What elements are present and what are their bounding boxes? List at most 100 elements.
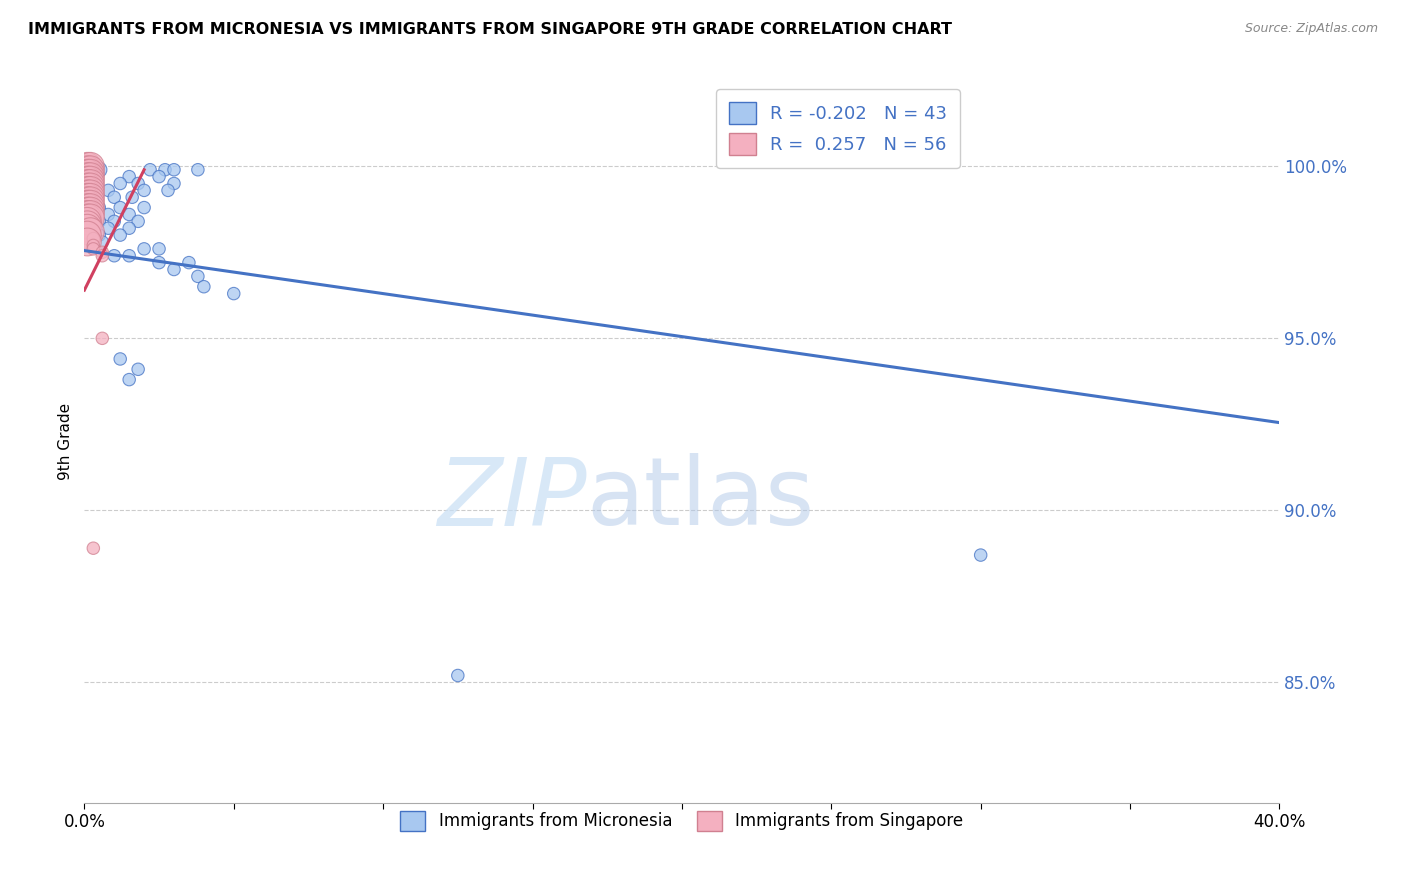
Point (118, 169, 141, 184)
Point (89, 162, 111, 177)
Point (86, 166, 108, 180)
Point (82, 169, 104, 184)
Point (79, 211, 101, 225)
Point (97, 221, 120, 235)
Point (89, 201, 111, 215)
Point (76, 214, 98, 228)
Point (79, 177, 101, 191)
Point (76, 204, 98, 219)
Point (89, 214, 111, 228)
Point (76, 162, 98, 177)
Point (163, 162, 186, 177)
Point (79, 183, 101, 197)
Point (110, 351, 132, 366)
Point (103, 214, 125, 228)
Point (91, 235, 114, 249)
Point (110, 177, 132, 191)
Point (82, 242, 104, 256)
Point (82, 166, 104, 180)
Point (76, 183, 98, 197)
Point (76, 159, 98, 173)
Point (79, 180, 101, 194)
Point (79, 207, 101, 221)
Point (118, 207, 141, 221)
Point (79, 173, 101, 187)
Point (82, 231, 104, 245)
Legend: Immigrants from Micronesia, Immigrants from Singapore: Immigrants from Micronesia, Immigrants f… (394, 805, 970, 838)
Point (76, 169, 98, 184)
Point (82, 183, 104, 197)
Point (118, 221, 141, 235)
Point (153, 162, 176, 177)
Point (148, 169, 170, 184)
Point (118, 373, 141, 387)
Point (132, 242, 156, 256)
Point (76, 211, 98, 225)
Point (157, 183, 180, 197)
Point (97, 207, 120, 221)
Point (76, 177, 98, 191)
Point (76, 228, 98, 243)
Point (79, 225, 101, 239)
Point (193, 279, 215, 293)
Point (148, 255, 170, 269)
Point (76, 190, 98, 204)
Point (97, 183, 120, 197)
Point (121, 190, 143, 204)
Y-axis label: 9th Grade: 9th Grade (58, 403, 73, 480)
Point (82, 159, 104, 173)
Point (127, 214, 149, 228)
Point (79, 159, 101, 173)
Point (76, 207, 98, 221)
Point (127, 362, 149, 376)
Point (82, 180, 104, 194)
Point (447, 668, 470, 682)
Point (127, 177, 149, 191)
Point (79, 204, 101, 219)
Point (76, 173, 98, 187)
Point (76, 180, 98, 194)
Point (132, 183, 156, 197)
Point (89, 228, 111, 243)
Point (103, 190, 125, 204)
Point (187, 269, 209, 284)
Point (110, 201, 132, 215)
Point (76, 194, 98, 208)
Point (82, 173, 104, 187)
Point (76, 201, 98, 215)
Point (76, 221, 98, 235)
Point (118, 249, 141, 263)
Point (79, 190, 101, 204)
Point (76, 235, 98, 249)
Point (79, 162, 101, 177)
Point (79, 201, 101, 215)
Point (163, 177, 186, 191)
Point (79, 186, 101, 201)
Point (76, 166, 98, 180)
Point (79, 194, 101, 208)
Point (139, 162, 162, 177)
Point (148, 242, 170, 256)
Point (163, 262, 186, 277)
Point (76, 197, 98, 211)
Point (86, 169, 108, 184)
Point (82, 162, 104, 177)
Point (91, 245, 114, 260)
Point (970, 548, 993, 562)
Point (82, 238, 104, 252)
Point (110, 228, 132, 243)
Point (82, 177, 104, 191)
Point (103, 249, 125, 263)
Point (86, 162, 108, 177)
Text: Source: ZipAtlas.com: Source: ZipAtlas.com (1244, 22, 1378, 36)
Point (177, 255, 200, 269)
Point (76, 218, 98, 232)
Point (82, 541, 104, 556)
Point (187, 162, 209, 177)
Point (91, 331, 114, 345)
Point (79, 169, 101, 184)
Point (76, 186, 98, 201)
Text: ZIP: ZIP (437, 454, 586, 545)
Point (79, 197, 101, 211)
Point (79, 166, 101, 180)
